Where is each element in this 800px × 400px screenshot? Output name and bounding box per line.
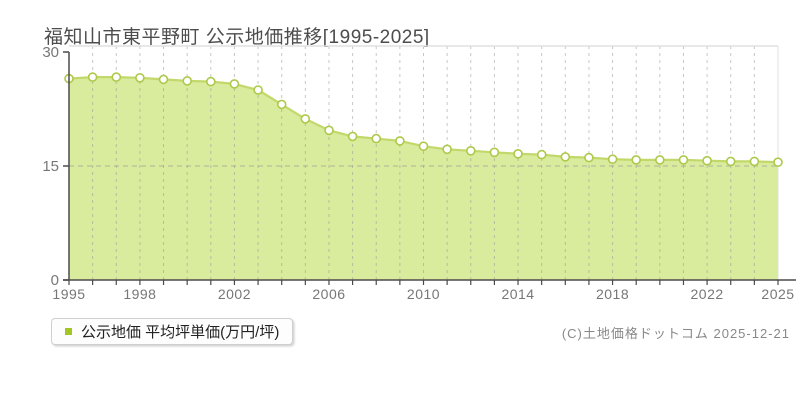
data-point bbox=[654, 155, 665, 165]
data-point bbox=[253, 85, 263, 95]
page-title: 福知山市東平野町 公示地価推移[1995-2025] bbox=[44, 26, 430, 48]
data-point bbox=[702, 155, 712, 166]
data-point bbox=[206, 76, 216, 87]
copyright-text: (C)土地価格ドットコム 2025-12-21 bbox=[561, 326, 790, 341]
x-tick-label: 1995 bbox=[52, 286, 85, 302]
data-point bbox=[418, 141, 429, 151]
y-tick-label: 0 bbox=[51, 272, 59, 289]
data-point bbox=[607, 154, 618, 164]
x-tick-label: 2014 bbox=[501, 286, 534, 302]
x-tick-label: 2006 bbox=[312, 286, 345, 302]
data-point bbox=[276, 99, 287, 110]
area-fill bbox=[69, 77, 778, 280]
x-tick-label: 2010 bbox=[407, 286, 440, 302]
data-point bbox=[111, 72, 122, 82]
data-point bbox=[749, 156, 760, 167]
data-point bbox=[442, 144, 452, 155]
x-tick-label: 2018 bbox=[596, 286, 629, 302]
x-tick-label: 1998 bbox=[123, 286, 156, 302]
x-tick-label: 2002 bbox=[218, 286, 251, 302]
x-tick-label: 2025 bbox=[761, 286, 794, 302]
data-point bbox=[631, 155, 642, 165]
data-point bbox=[395, 136, 405, 146]
data-point bbox=[465, 146, 476, 156]
data-point bbox=[87, 72, 98, 82]
data-point bbox=[347, 131, 358, 142]
data-point bbox=[300, 114, 311, 124]
data-point bbox=[560, 152, 571, 162]
data-point bbox=[584, 152, 594, 163]
legend: 公示地価 平均坪単価(万円/坪) bbox=[51, 318, 294, 345]
data-point bbox=[324, 125, 334, 136]
data-point bbox=[725, 156, 736, 167]
data-point bbox=[158, 74, 169, 85]
data-point bbox=[371, 133, 382, 144]
data-point bbox=[182, 76, 192, 86]
data-point bbox=[513, 149, 523, 159]
legend-series-label: 公示地価 平均坪単価(万円/坪) bbox=[81, 324, 280, 341]
data-point bbox=[135, 73, 145, 83]
data-point bbox=[536, 149, 547, 160]
data-point bbox=[678, 155, 689, 165]
data-point bbox=[773, 157, 783, 167]
x-tick-label: 2022 bbox=[691, 286, 724, 302]
data-point bbox=[229, 79, 240, 89]
legend-swatch-icon bbox=[65, 328, 72, 335]
y-tick-label: 30 bbox=[42, 44, 59, 61]
data-point bbox=[489, 147, 500, 158]
y-tick-label: 15 bbox=[42, 158, 59, 175]
